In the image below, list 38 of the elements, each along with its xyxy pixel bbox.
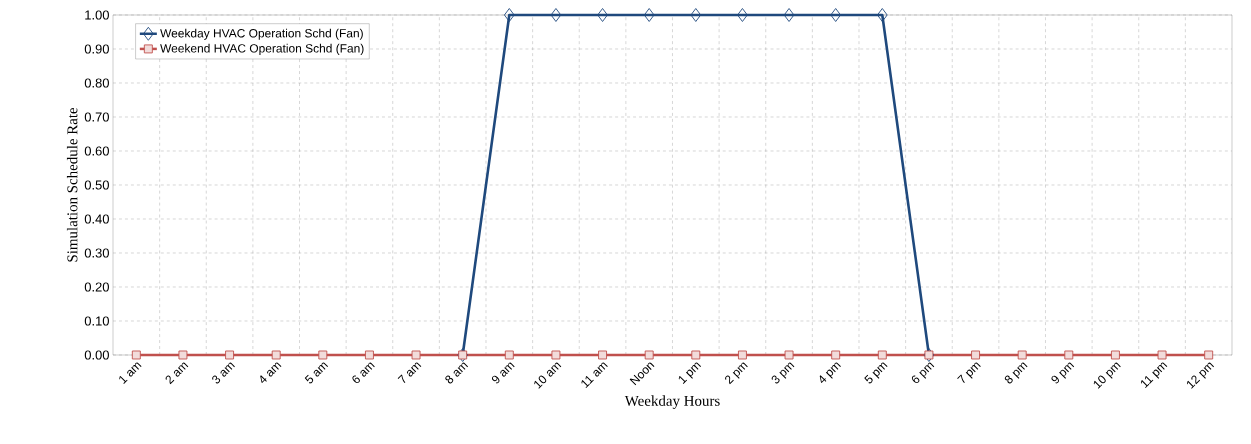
x-axis-title: Weekday Hours [624,395,720,409]
x-tick-label: 4 pm [819,362,841,384]
x-tick-label: 8 pm [1004,362,1028,384]
x-tick-label: 6 am [352,362,375,384]
y-axis-title: Simulation Schedule Rate [66,107,78,262]
x-tick-label: 1 am [119,362,142,384]
x-tick-label: 4 am [260,362,282,384]
x-tick-label: 2 am [165,362,189,385]
y-tick-label: 0.40 [84,214,109,224]
x-tick-label: 10 am [534,362,562,389]
y-tick-label: 0.50 [84,180,109,190]
x-tick-label: 3 am [212,362,235,384]
x-tick-label: 11 pm [1140,362,1168,389]
y-tick-label: 0.60 [84,146,109,156]
y-tick-label: 0.10 [84,316,109,326]
x-tick-label: 3 pm [771,362,795,384]
x-tick-label: 7 am [397,362,422,384]
x-tick-label: 10 pm [1093,362,1121,389]
x-tick-label: 5 am [304,362,329,384]
x-tick-label: 11 am [581,362,608,389]
x-tick-label: 7 pm [957,362,981,384]
y-tick-label: 0.30 [84,248,109,258]
x-tick-label: 2 pm [725,362,748,385]
y-tick-label: 1.00 [85,10,109,20]
y-tick-label: 0.00 [84,350,109,360]
x-tick-label: 9 am [491,362,515,384]
x-tick-label: 9 pm [1051,362,1075,384]
y-tick-label: 0.20 [84,282,109,292]
x-tick-label: 6 pm [911,362,935,384]
x-tick-label: 1 pm [678,362,702,384]
x-tick-label: 5 pm [864,362,888,384]
y-tick-label: 0.90 [84,44,109,54]
y-tick-label: 0.80 [84,78,109,88]
x-tick-label: 8 am [445,362,469,384]
legend-label: Weekday HVAC Operation Schd (Fan) [160,28,363,40]
legend-label: Weekend HVAC Operation Schd (Fan) [160,43,364,55]
x-tick-label: 12 pm [1187,362,1215,389]
y-tick-label: 0.70 [84,112,109,122]
